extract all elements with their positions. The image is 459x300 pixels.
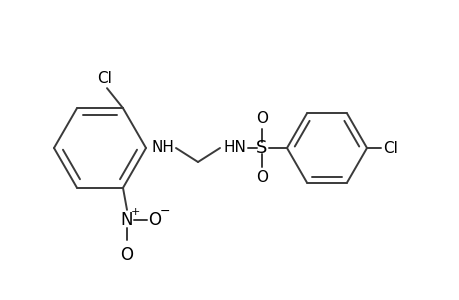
Text: NH: NH (151, 140, 174, 154)
Text: O: O (256, 170, 268, 185)
Text: N: N (120, 211, 133, 229)
Text: O: O (256, 111, 268, 126)
Text: HN: HN (224, 140, 246, 154)
Text: +: + (130, 207, 140, 217)
Text: Cl: Cl (382, 140, 397, 155)
Text: −: − (159, 205, 170, 218)
Text: Cl: Cl (97, 71, 112, 86)
Text: O: O (120, 246, 133, 264)
Text: S: S (256, 139, 267, 157)
Text: O: O (148, 211, 161, 229)
